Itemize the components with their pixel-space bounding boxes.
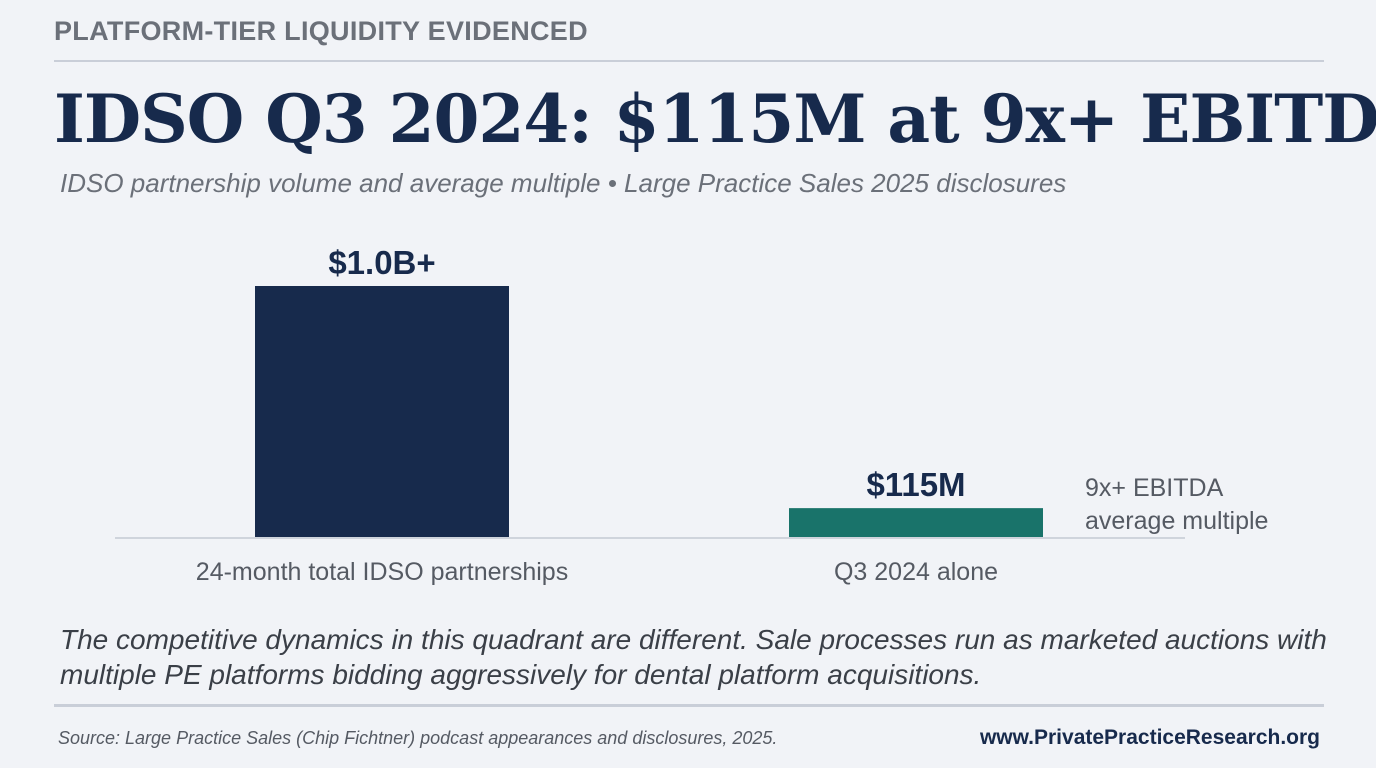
bar-value-label-1: $1.0B+ [328,244,435,281]
bar-value-label-2: $115M [866,466,965,503]
top-divider [54,60,1324,62]
commentary-note: The competitive dynamics in this quadran… [60,624,1327,690]
category-label-2: Q3 2024 alone [834,558,998,586]
bar-2 [789,508,1043,537]
bar-chart: $1.0B+ 24-month total IDSO partnerships $1… [115,244,1185,586]
chart-subtitle: IDSO partnership volume and average mult… [60,168,1067,198]
category-label-1: 24-month total IDSO partnerships [196,558,568,586]
website-link[interactable]: www.PrivatePracticeResearch.org [979,726,1320,749]
bottom-divider [54,704,1324,707]
multiple-annotation: 9x+ EBITDA average multiple [1085,472,1268,538]
source-citation: Source: Large Practice Sales (Chip Ficht… [58,728,778,748]
annotation-line-2: average multiple [1085,507,1269,535]
annotation-line-1: 9x+ EBITDA [1085,474,1224,502]
chart-kicker: PLATFORM-TIER LIQUIDITY EVIDENCED [54,16,588,46]
bar-1 [255,286,509,537]
chart-title: IDSO Q3 2024: $115M at 9x+ EBITDA [54,80,1376,158]
